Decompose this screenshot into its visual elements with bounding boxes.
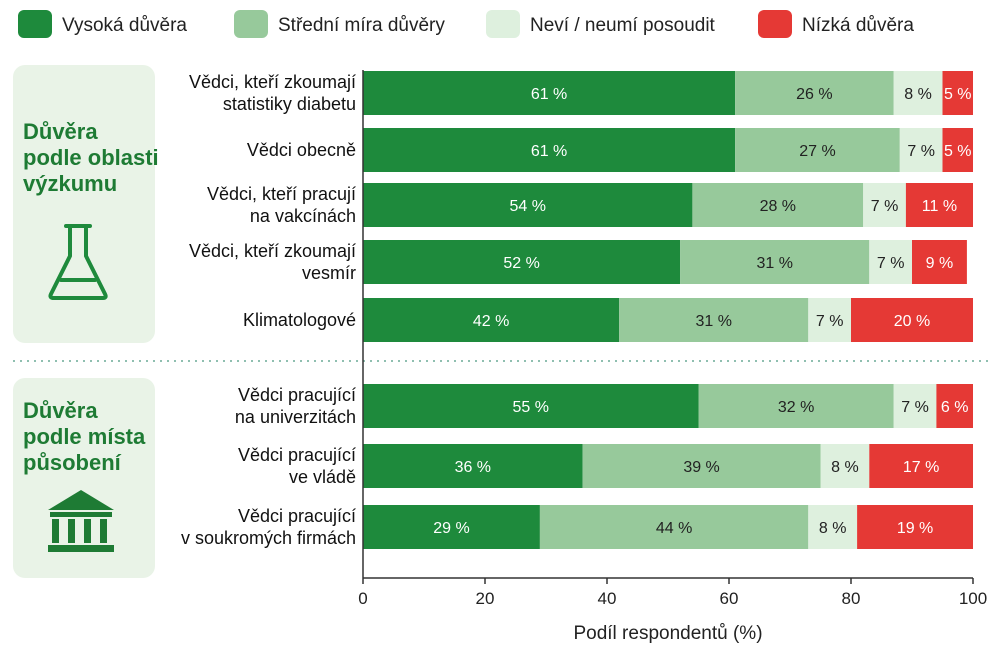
bar-value-label: 8 % — [831, 459, 859, 476]
bar-segment — [698, 384, 894, 428]
bar-segment — [899, 128, 943, 172]
bar-segment — [942, 128, 973, 172]
bar-segment — [820, 444, 870, 488]
bar-segment — [893, 384, 937, 428]
bar-value-label: 17 % — [903, 459, 939, 476]
bar-segment — [869, 444, 973, 488]
bar-value-label: 52 % — [503, 255, 539, 272]
bar-segment — [936, 384, 973, 428]
bar-value-label: 29 % — [433, 520, 469, 537]
bar-value-label: 5 % — [944, 143, 972, 160]
bar-value-label: 7 % — [901, 399, 929, 416]
x-tick-label: 40 — [598, 589, 617, 608]
bar-segment — [735, 128, 900, 172]
bar-segment — [363, 128, 736, 172]
group-panel — [13, 65, 155, 343]
bar-value-label: 8 % — [904, 86, 932, 103]
legend-swatch — [486, 10, 520, 38]
x-tick-label: 100 — [959, 589, 987, 608]
bar-value-label: 31 % — [757, 255, 793, 272]
bar-segment — [735, 71, 894, 115]
bar-segment — [619, 298, 809, 342]
category-label: Vědci obecně — [247, 140, 356, 160]
bar-value-label: 32 % — [778, 399, 814, 416]
group-panel — [13, 378, 155, 578]
bar-segment — [857, 505, 973, 549]
bar-segment — [893, 71, 943, 115]
bar-value-label: 31 % — [696, 313, 732, 330]
bar-segment — [851, 298, 973, 342]
bars: Vědci, kteří zkoumají statistiky diabetu 6… — [181, 71, 973, 549]
legend-label: Nízká důvěra — [802, 15, 914, 36]
bar-segment — [363, 183, 693, 227]
bar-value-label: 11 % — [922, 198, 957, 215]
x-tick-label: 60 — [720, 589, 739, 608]
bar-value-label: 7 % — [816, 313, 844, 330]
bar-value-label: 55 % — [513, 399, 549, 416]
bar-value-label: 44 % — [656, 520, 692, 537]
legend-swatch — [234, 10, 268, 38]
bar-value-label: 27 % — [799, 143, 835, 160]
bar-segment — [808, 505, 858, 549]
legend-swatch — [758, 10, 792, 38]
bar-value-label: 28 % — [760, 198, 796, 215]
bar-value-label: 7 % — [877, 255, 905, 272]
bar-value-label: 7 % — [871, 198, 899, 215]
bar-value-label: 19 % — [897, 520, 933, 537]
group-title: Důvěra podle místa působení — [23, 398, 146, 475]
category-label: Vědci, kteří zkoumají statistiky diabetu — [189, 72, 356, 114]
bar-value-label: 26 % — [796, 86, 832, 103]
bar-segment — [912, 240, 967, 284]
bar-value-label: 54 % — [509, 198, 545, 215]
x-axis: 0 20 40 60 80 100 Podíl respondentů (%) — [358, 70, 987, 644]
legend-swatch — [18, 10, 52, 38]
group-panels: Důvěra podle oblasti výzkumu Důvěra podle mí… — [13, 65, 988, 578]
category-label: Klimatologové — [243, 310, 356, 330]
bar-value-label: 36 % — [455, 459, 491, 476]
flask-icon — [48, 224, 108, 300]
legend-label: Vysoká důvěra — [62, 15, 187, 36]
bar-segment — [363, 71, 736, 115]
bar-value-label: 61 % — [531, 86, 567, 103]
category-label: Vědci pracující ve vládě — [238, 445, 356, 487]
legend-label: Neví / neumí posoudit — [530, 15, 716, 36]
bar-segment — [363, 240, 681, 284]
bar-segment — [680, 240, 870, 284]
legend-label: Střední míra důvěry — [278, 15, 445, 36]
bar-segment — [869, 240, 912, 284]
bar-value-label: 9 % — [926, 255, 954, 272]
bar-segment — [863, 183, 906, 227]
bar-value-label: 5 % — [944, 86, 972, 103]
x-axis-title: Podíl respondentů (%) — [573, 623, 762, 644]
bar-segment — [363, 505, 540, 549]
bar-segment — [582, 444, 821, 488]
building-icon — [48, 490, 114, 552]
legend: Vysoká důvěra Střední míra důvěry Neví / n… — [18, 10, 914, 38]
bar-segment — [808, 298, 851, 342]
bar-value-label: 6 % — [941, 399, 969, 416]
bar-value-label: 61 % — [531, 143, 567, 160]
bar-segment — [692, 183, 864, 227]
bar-segment — [942, 71, 973, 115]
category-label: Vědci, kteří pracují na vakcínách — [207, 184, 356, 226]
bar-value-label: 8 % — [819, 520, 847, 537]
x-tick-label: 20 — [476, 589, 495, 608]
x-tick-label: 80 — [842, 589, 861, 608]
bar-value-label: 42 % — [473, 313, 509, 330]
bar-value-label: 20 % — [894, 313, 930, 330]
category-label: Vědci, kteří zkoumají vesmír — [189, 241, 356, 283]
category-label: Vědci pracující v soukromých firmách — [181, 506, 356, 548]
x-tick-label: 0 — [358, 589, 367, 608]
bar-value-label: 39 % — [683, 459, 719, 476]
bar-segment — [363, 384, 699, 428]
bar-segment — [905, 183, 973, 227]
bar-segment — [363, 444, 583, 488]
group-title: Důvěra podle oblasti výzkumu — [23, 119, 159, 196]
bar-value-label: 7 % — [907, 143, 935, 160]
category-label: Vědci pracující na univerzitách — [235, 385, 356, 427]
bar-segment — [363, 298, 620, 342]
bar-segment — [539, 505, 809, 549]
